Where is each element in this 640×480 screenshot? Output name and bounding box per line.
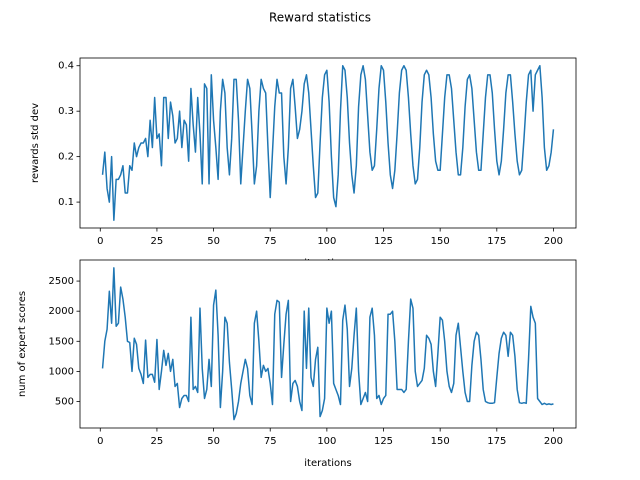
data-line xyxy=(101,64,555,222)
y-tick-label: 0.2 xyxy=(58,152,74,163)
x-tick-label: 50 xyxy=(207,436,220,447)
x-tick-label: 125 xyxy=(374,236,393,247)
y-tick-label: 0.1 xyxy=(58,197,74,208)
axes-frame xyxy=(79,57,577,229)
y-tick-label: 2500 xyxy=(49,276,74,287)
y-tick-label: 1000 xyxy=(49,366,74,377)
x-tick-label: 125 xyxy=(374,436,393,447)
x-tick-label: 50 xyxy=(207,236,220,247)
x-tick-label: 100 xyxy=(317,236,336,247)
axes-background xyxy=(80,260,576,428)
y-axis-label: rewards std dev xyxy=(30,103,41,183)
x-tick-label: 0 xyxy=(97,236,103,247)
axes-frame xyxy=(79,259,577,429)
y-axis-label: num of expert scores xyxy=(17,291,28,397)
y-tick-label: 0.4 xyxy=(58,61,74,72)
y-tick-label: 500 xyxy=(55,397,74,408)
y-tick-label: 2000 xyxy=(49,306,74,317)
x-tick-label: 0 xyxy=(97,436,103,447)
x-tick-label: 150 xyxy=(431,236,450,247)
x-tick-label: 25 xyxy=(151,236,164,247)
data-line xyxy=(101,267,554,421)
x-tick-label: 75 xyxy=(264,236,277,247)
x-tick-label: 200 xyxy=(544,236,563,247)
x-tick-label: 200 xyxy=(544,436,563,447)
x-tick-label: 150 xyxy=(431,436,450,447)
x-tick-label: 175 xyxy=(487,236,506,247)
x-axis-label: iterations xyxy=(304,458,351,469)
x-tick-label: 25 xyxy=(151,436,164,447)
figure-title: Reward statistics xyxy=(269,11,371,25)
x-tick-label: 75 xyxy=(264,436,277,447)
x-tick-label: 100 xyxy=(317,436,336,447)
x-tick-label: 175 xyxy=(487,436,506,447)
y-tick-label: 0.3 xyxy=(58,106,74,117)
y-tick-label: 1500 xyxy=(49,336,74,347)
